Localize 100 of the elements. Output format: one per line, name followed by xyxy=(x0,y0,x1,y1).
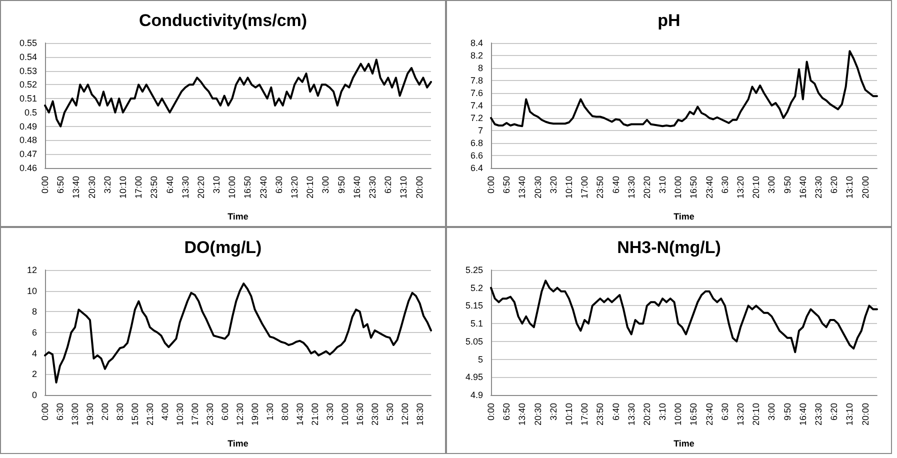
y-tick-label: 7.2 xyxy=(470,113,483,123)
x-tick-label: 13:30 xyxy=(180,176,190,199)
x-tick-label: 0:00 xyxy=(486,176,496,194)
x-tick-label: 17:00 xyxy=(580,176,590,199)
chart-title: Conductivity(ms/cm) xyxy=(138,11,308,30)
y-tick-label: 8.2 xyxy=(470,50,483,60)
y-tick-label: 0.52 xyxy=(19,80,37,90)
y-tick-label: 7 xyxy=(478,126,483,136)
x-tick-label: 18:30 xyxy=(414,403,425,426)
x-tick-label: 10:00 xyxy=(673,176,684,199)
x-tick-label: 10:10 xyxy=(118,176,128,199)
x-tick-label: 6:30 xyxy=(274,176,284,194)
x-tick-label: 6:30 xyxy=(720,176,730,194)
x-tick-label: 6:20 xyxy=(383,176,394,194)
line-series xyxy=(490,280,878,354)
y-tick-label: 0.54 xyxy=(19,52,37,62)
x-axis-title: Time xyxy=(228,438,248,448)
y-tick-label: 5 xyxy=(478,354,483,364)
x-tick-label: 23:50 xyxy=(595,176,606,199)
x-tick-label: 23:50 xyxy=(149,176,160,199)
x-tick-label: 13:20 xyxy=(290,176,300,199)
x-tick-label: 10:10 xyxy=(564,403,574,426)
y-tick-label: 4.95 xyxy=(465,372,483,382)
x-tick-label: 23:30 xyxy=(814,403,824,426)
x-tick-label: 23:00 xyxy=(370,403,380,426)
x-tick-label: 3:10 xyxy=(658,176,668,194)
x-tick-label: 6:50 xyxy=(502,403,512,421)
x-tick-label: 10:00 xyxy=(673,403,684,426)
x-tick-label: 16:50 xyxy=(688,176,699,199)
chart-title: NH3-N(mg/L) xyxy=(617,238,721,257)
y-tick-label: 8 xyxy=(478,63,483,73)
x-tick-label: 6:40 xyxy=(610,403,621,421)
x-axis-title: Time xyxy=(228,212,248,222)
x-tick-label: 0:00 xyxy=(40,403,50,421)
x-tick-label: 6:40 xyxy=(164,176,175,194)
x-tick-label: 6:30 xyxy=(54,403,65,421)
x-tick-label: 6:20 xyxy=(829,403,840,421)
y-tick-label: 0.5 xyxy=(24,107,37,118)
x-tick-label: 6:40 xyxy=(610,176,621,194)
y-tick-label: 5.1 xyxy=(470,318,483,329)
y-tick-label: 7.6 xyxy=(470,88,483,98)
x-tick-label: 20:30 xyxy=(532,176,543,199)
x-tick-label: 20:20 xyxy=(642,403,652,426)
x-tick-label: 9:50 xyxy=(336,176,346,194)
x-tick-label: 16:50 xyxy=(242,176,253,199)
y-tick-label: 6.8 xyxy=(470,138,483,148)
y-tick-label: 6.6 xyxy=(470,150,483,160)
x-tick-label: 3:20 xyxy=(548,176,558,194)
x-tick-label: 6:20 xyxy=(829,176,840,194)
y-tick-label: 7.4 xyxy=(470,100,483,110)
x-tick-label: 20:30 xyxy=(532,403,543,426)
x-tick-label: 20:10 xyxy=(751,403,762,426)
x-tick-label: 9:50 xyxy=(782,403,792,421)
x-tick-label: 2:00 xyxy=(100,403,110,421)
y-tick-label: 5.05 xyxy=(465,336,483,346)
line-series xyxy=(490,50,878,128)
y-tick-label: 5.15 xyxy=(465,300,483,311)
x-tick-label: 16:30 xyxy=(354,403,365,426)
y-tick-label: 12 xyxy=(26,265,37,275)
y-tick-label: 6.4 xyxy=(470,163,483,173)
x-tick-label: 12:00 xyxy=(400,403,410,426)
x-tick-label: 23:50 xyxy=(595,403,606,426)
x-tick-label: 20:00 xyxy=(414,176,424,199)
line-series xyxy=(44,282,432,384)
x-tick-label: 10:00 xyxy=(227,176,238,199)
x-tick-label: 8:00 xyxy=(280,403,290,421)
x-tick-label: 23:40 xyxy=(704,403,714,426)
x-tick-label: 13:20 xyxy=(736,403,746,426)
x-tick-label: 23:40 xyxy=(258,176,268,199)
x-tick-label: 10:30 xyxy=(174,403,185,426)
x-tick-label: 16:40 xyxy=(798,403,808,426)
x-tick-label: 1:30 xyxy=(264,403,275,421)
x-tick-label: 13:30 xyxy=(626,176,636,199)
x-axis-title: Time xyxy=(674,438,694,448)
x-tick-label: 8:30 xyxy=(114,403,125,421)
x-tick-label: 17:00 xyxy=(580,403,590,426)
x-tick-label: 17:00 xyxy=(190,403,200,426)
y-tick-label: 0.51 xyxy=(19,94,37,104)
x-tick-label: 6:00 xyxy=(220,403,230,421)
x-tick-label: 16:40 xyxy=(798,176,808,199)
x-tick-label: 3:10 xyxy=(658,403,668,421)
y-tick-label: 0.55 xyxy=(19,38,37,48)
x-tick-label: 13:20 xyxy=(736,176,746,199)
y-tick-label: 6 xyxy=(32,328,37,338)
x-axis-title: Time xyxy=(674,212,694,222)
x-tick-label: 4:00 xyxy=(160,403,170,421)
y-tick-label: 8.4 xyxy=(470,38,483,48)
x-tick-label: 20:00 xyxy=(860,176,870,199)
x-tick-label: 13:10 xyxy=(844,403,855,426)
x-tick-label: 13:00 xyxy=(70,403,80,426)
x-tick-label: 15:00 xyxy=(130,403,140,426)
y-tick-label: 5.25 xyxy=(465,265,483,275)
x-tick-label: 20:20 xyxy=(196,176,206,199)
x-tick-label: 9:50 xyxy=(782,176,792,194)
y-tick-label: 4.9 xyxy=(470,390,483,400)
x-tick-label: 20:20 xyxy=(642,176,652,199)
x-tick-label: 13:30 xyxy=(626,403,636,426)
x-tick-label: 20:10 xyxy=(305,176,316,199)
x-tick-label: 3:20 xyxy=(548,403,558,421)
x-tick-label: 20:30 xyxy=(86,176,97,199)
